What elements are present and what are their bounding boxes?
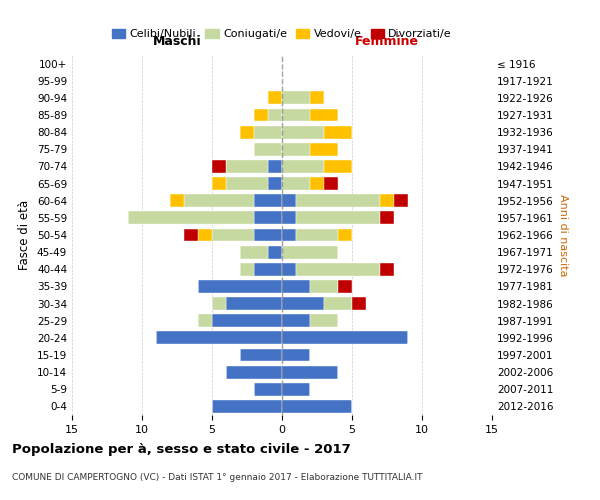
Bar: [282, 332, 408, 344]
Bar: [212, 297, 226, 310]
Bar: [310, 108, 338, 122]
Bar: [282, 314, 310, 327]
Text: Maschi: Maschi: [152, 35, 202, 48]
Bar: [324, 126, 352, 138]
Bar: [226, 160, 268, 173]
Bar: [212, 400, 282, 413]
Bar: [156, 332, 282, 344]
Y-axis label: Anni di nascita: Anni di nascita: [557, 194, 568, 276]
Bar: [198, 280, 282, 293]
Bar: [254, 108, 268, 122]
Legend: Celibi/Nubili, Coniugati/e, Vedovi/e, Divorziati/e: Celibi/Nubili, Coniugati/e, Vedovi/e, Di…: [107, 24, 457, 44]
Bar: [184, 228, 198, 241]
Text: Popolazione per à, sesso e stato civile - 2017: Popolazione per à, sesso e stato civile …: [12, 442, 351, 456]
Bar: [282, 126, 324, 138]
Bar: [254, 194, 282, 207]
Bar: [282, 383, 310, 396]
Bar: [226, 297, 282, 310]
Bar: [212, 314, 282, 327]
Bar: [184, 194, 254, 207]
Bar: [254, 143, 282, 156]
Bar: [282, 263, 296, 276]
Bar: [268, 108, 282, 122]
Bar: [352, 297, 366, 310]
Bar: [282, 280, 310, 293]
Bar: [226, 366, 282, 378]
Bar: [268, 160, 282, 173]
Bar: [282, 400, 352, 413]
Bar: [282, 212, 296, 224]
Bar: [198, 314, 212, 327]
Bar: [268, 177, 282, 190]
Bar: [282, 297, 324, 310]
Bar: [310, 92, 324, 104]
Bar: [240, 246, 268, 258]
Bar: [240, 348, 282, 362]
Bar: [296, 263, 380, 276]
Bar: [240, 263, 254, 276]
Bar: [282, 228, 296, 241]
Bar: [170, 194, 184, 207]
Bar: [212, 177, 226, 190]
Bar: [282, 92, 310, 104]
Bar: [310, 314, 338, 327]
Bar: [254, 228, 282, 241]
Bar: [296, 228, 338, 241]
Bar: [254, 383, 282, 396]
Bar: [240, 126, 254, 138]
Bar: [338, 280, 352, 293]
Bar: [282, 246, 338, 258]
Bar: [282, 108, 310, 122]
Bar: [282, 366, 338, 378]
Text: Femmine: Femmine: [355, 35, 419, 48]
Bar: [282, 160, 324, 173]
Bar: [324, 177, 338, 190]
Bar: [296, 212, 380, 224]
Bar: [324, 160, 352, 173]
Bar: [254, 263, 282, 276]
Bar: [268, 246, 282, 258]
Bar: [380, 212, 394, 224]
Bar: [254, 212, 282, 224]
Bar: [282, 143, 310, 156]
Bar: [324, 297, 352, 310]
Bar: [198, 228, 212, 241]
Bar: [282, 348, 310, 362]
Bar: [254, 126, 282, 138]
Bar: [212, 160, 226, 173]
Bar: [268, 92, 282, 104]
Bar: [282, 194, 296, 207]
Bar: [128, 212, 254, 224]
Bar: [310, 143, 338, 156]
Y-axis label: Fasce di età: Fasce di età: [19, 200, 31, 270]
Bar: [310, 280, 338, 293]
Bar: [380, 194, 394, 207]
Bar: [226, 177, 268, 190]
Bar: [394, 194, 408, 207]
Bar: [212, 228, 254, 241]
Bar: [282, 177, 310, 190]
Bar: [338, 228, 352, 241]
Bar: [380, 263, 394, 276]
Bar: [310, 177, 324, 190]
Text: COMUNE DI CAMPERTOGNO (VC) - Dati ISTAT 1° gennaio 2017 - Elaborazione TUTTITALI: COMUNE DI CAMPERTOGNO (VC) - Dati ISTAT …: [12, 472, 422, 482]
Bar: [296, 194, 380, 207]
